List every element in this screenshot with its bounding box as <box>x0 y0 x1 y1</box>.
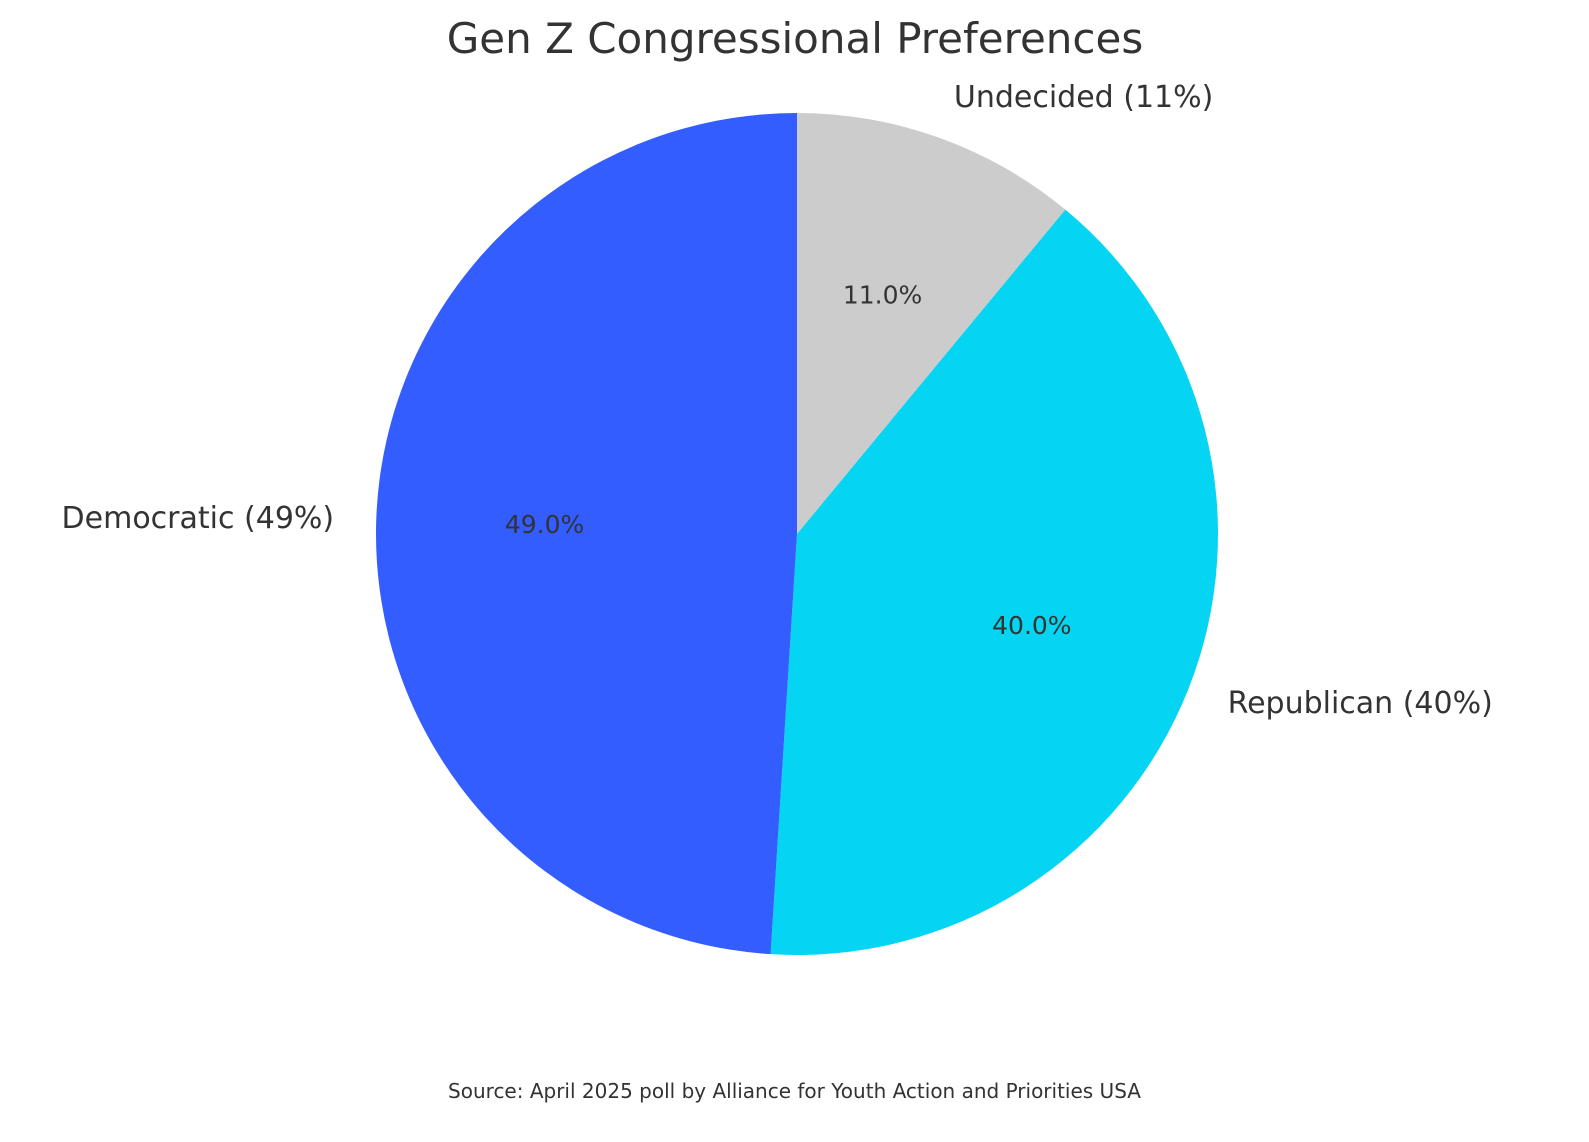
pie-slice-undecided <box>797 113 1066 534</box>
slice-percent-republican: 40.0% <box>992 611 1071 640</box>
chart-title: Gen Z Congressional Preferences <box>447 14 1144 63</box>
pie-slices <box>375 113 1219 956</box>
slice-percent-undecided: 11.0% <box>843 280 922 309</box>
slice-percent-democratic: 49.0% <box>505 510 584 539</box>
slice-label-undecided: Undecided (11%) <box>954 80 1213 115</box>
slice-label-republican: Republican (40%) <box>1228 686 1493 721</box>
slice-label-democratic: Democratic (49%) <box>62 501 335 536</box>
source-note: Source: April 2025 poll by Alliance for … <box>448 1079 1141 1103</box>
pie-slice-democratic <box>375 113 797 955</box>
pie-slice-republican <box>770 209 1219 956</box>
pie-labels: Undecided (11%) 11.0% Republican (40%) 40.0… <box>62 80 1493 721</box>
